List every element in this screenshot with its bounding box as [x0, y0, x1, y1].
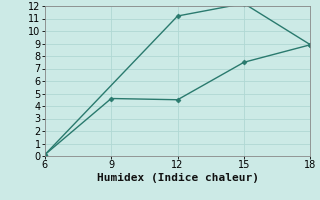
X-axis label: Humidex (Indice chaleur): Humidex (Indice chaleur): [97, 173, 259, 183]
